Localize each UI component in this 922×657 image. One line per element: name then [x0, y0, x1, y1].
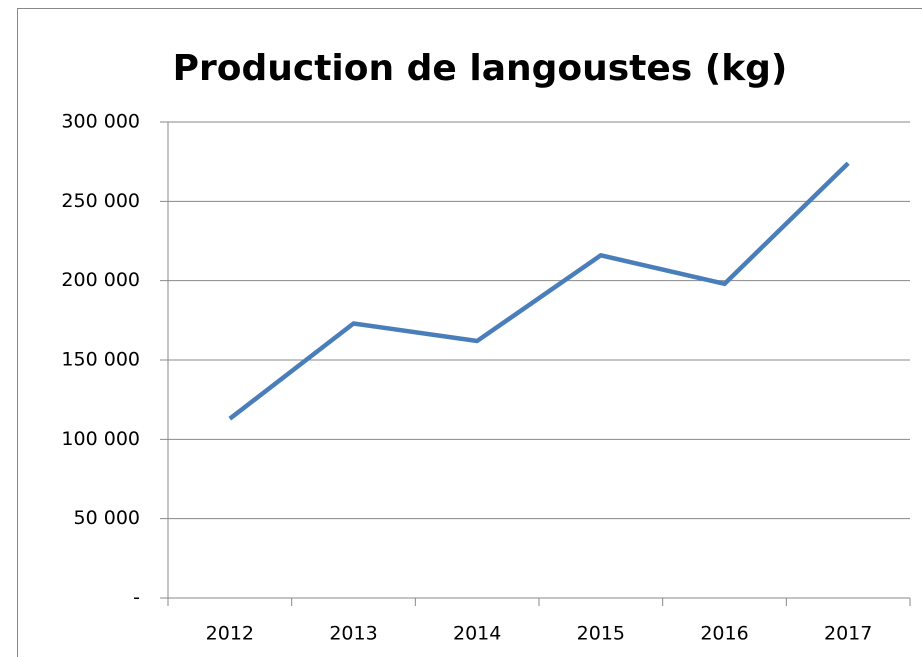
x-tick-label: 2016 — [700, 623, 748, 645]
y-tick-label: 150 000 — [61, 349, 140, 371]
y-tick-label: 250 000 — [61, 190, 140, 212]
x-tick-label: 2015 — [577, 623, 625, 645]
data-line — [228, 161, 850, 421]
x-tick-label: 2013 — [329, 623, 377, 645]
chart-border — [17, 8, 922, 657]
y-tick-label: 300 000 — [61, 111, 140, 133]
y-tick-label: - — [133, 587, 140, 609]
y-tick-label: 100 000 — [61, 428, 140, 450]
x-tick-label: 2012 — [206, 623, 254, 645]
y-tick-label: 200 000 — [61, 269, 140, 291]
x-tick-label: 2014 — [453, 623, 501, 645]
y-tick-label: 50 000 — [74, 507, 140, 529]
x-tick-label: 2017 — [824, 623, 872, 645]
chart-title: Production de langoustes (kg) — [173, 48, 788, 89]
